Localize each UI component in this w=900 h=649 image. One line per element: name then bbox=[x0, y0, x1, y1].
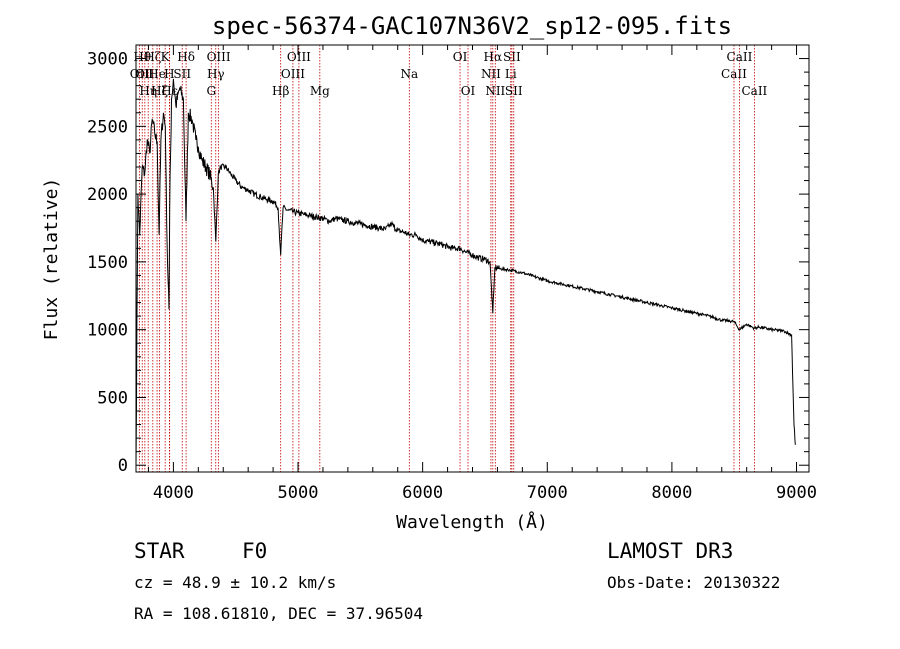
line-label: Mg bbox=[310, 84, 330, 98]
line-label: OII bbox=[130, 67, 150, 81]
axis-ticks: 4000 5000 6000 7000 8000 9000 0 500 1000 1500 2000… bbox=[87, 45, 817, 503]
line-label: Na bbox=[400, 67, 418, 81]
line-label: OI bbox=[453, 50, 468, 64]
object-class: STAR bbox=[134, 539, 185, 563]
y-axis-label: Flux (relative) bbox=[41, 178, 62, 341]
y-tick-label: 2500 bbox=[87, 117, 128, 137]
y-tick-label: 500 bbox=[97, 388, 128, 408]
line-label: CaII bbox=[721, 67, 747, 81]
line-label: CaII bbox=[741, 84, 767, 98]
line-label: He bbox=[148, 67, 166, 81]
line-label: SII bbox=[503, 50, 521, 64]
line-label: OIII bbox=[207, 50, 231, 64]
chart-title: spec-56374-GAC107N36V2_sp12-095.fits bbox=[212, 12, 732, 40]
line-label: Hδ bbox=[177, 50, 195, 64]
line-label: Li bbox=[505, 67, 517, 81]
x-tick-label: 9000 bbox=[776, 483, 817, 503]
y-tick-label: 3000 bbox=[87, 50, 128, 70]
spectral-line-markers: OIIHθOIIHηHζHeHζKHHεSIIHδGHγOIIIHβOIIIOI… bbox=[130, 45, 768, 472]
y-tick-label: 1500 bbox=[87, 253, 128, 273]
x-tick-label: 7000 bbox=[527, 483, 568, 503]
line-label: OI bbox=[461, 84, 476, 98]
x-tick-label: 8000 bbox=[651, 483, 692, 503]
line-label: H bbox=[164, 67, 174, 81]
line-label: NII bbox=[481, 67, 501, 81]
x-tick-label: 6000 bbox=[402, 483, 443, 503]
line-label: NII bbox=[485, 84, 505, 98]
line-label: SII bbox=[505, 84, 523, 98]
line-label: OIII bbox=[287, 50, 311, 64]
line-label: Hβ bbox=[272, 84, 289, 98]
line-label: G bbox=[206, 84, 216, 98]
line-label: OII bbox=[135, 67, 155, 81]
line-label: Hζ bbox=[151, 84, 168, 98]
line-label: Hθ bbox=[133, 50, 151, 64]
y-tick-label: 2000 bbox=[87, 185, 128, 205]
x-axis-label: Wavelength (Å) bbox=[396, 511, 548, 533]
y-tick-label: 1000 bbox=[87, 321, 128, 341]
coordinates: RA = 108.61810, DEC = 37.96504 bbox=[134, 604, 423, 623]
object-subclass: F0 bbox=[242, 539, 267, 563]
line-label: Hγ bbox=[207, 67, 225, 81]
x-tick-label: 4000 bbox=[153, 483, 194, 503]
survey-label: LAMOST DR3 bbox=[607, 539, 733, 563]
line-label: CaII bbox=[727, 50, 753, 64]
plot-frame bbox=[135, 44, 810, 473]
line-label: K bbox=[161, 50, 171, 64]
x-tick-label: 5000 bbox=[278, 483, 319, 503]
line-label: SII bbox=[173, 67, 191, 81]
observation-date: Obs-Date: 20130322 bbox=[607, 573, 780, 592]
y-tick-label: 0 bbox=[118, 456, 128, 476]
line-label: Hα bbox=[484, 50, 503, 64]
flux-series-line bbox=[135, 78, 796, 466]
line-label: OIII bbox=[281, 67, 305, 81]
redshift-value: cz = 48.9 ± 10.2 km/s bbox=[134, 573, 336, 592]
